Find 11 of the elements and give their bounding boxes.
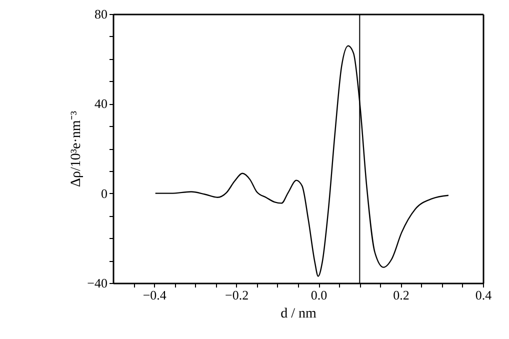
x-tick-label: −0.4 <box>142 288 167 302</box>
y-tick-label: −40 <box>87 276 108 290</box>
y-tick-label: 80 <box>94 6 108 22</box>
x-tick-label: 0.0 <box>310 288 328 302</box>
x-tick-label: 0.4 <box>475 288 492 302</box>
x-axis-title: d / nm <box>280 306 316 322</box>
x-tick-label: 0.2 <box>393 288 410 302</box>
y-axis-title: Δρ/10³e·nm⁻³ <box>69 110 84 188</box>
y-tick-label: 40 <box>94 96 108 112</box>
y-tick-label: 0 <box>101 186 108 201</box>
x-tick-label: −0.2 <box>225 288 249 302</box>
